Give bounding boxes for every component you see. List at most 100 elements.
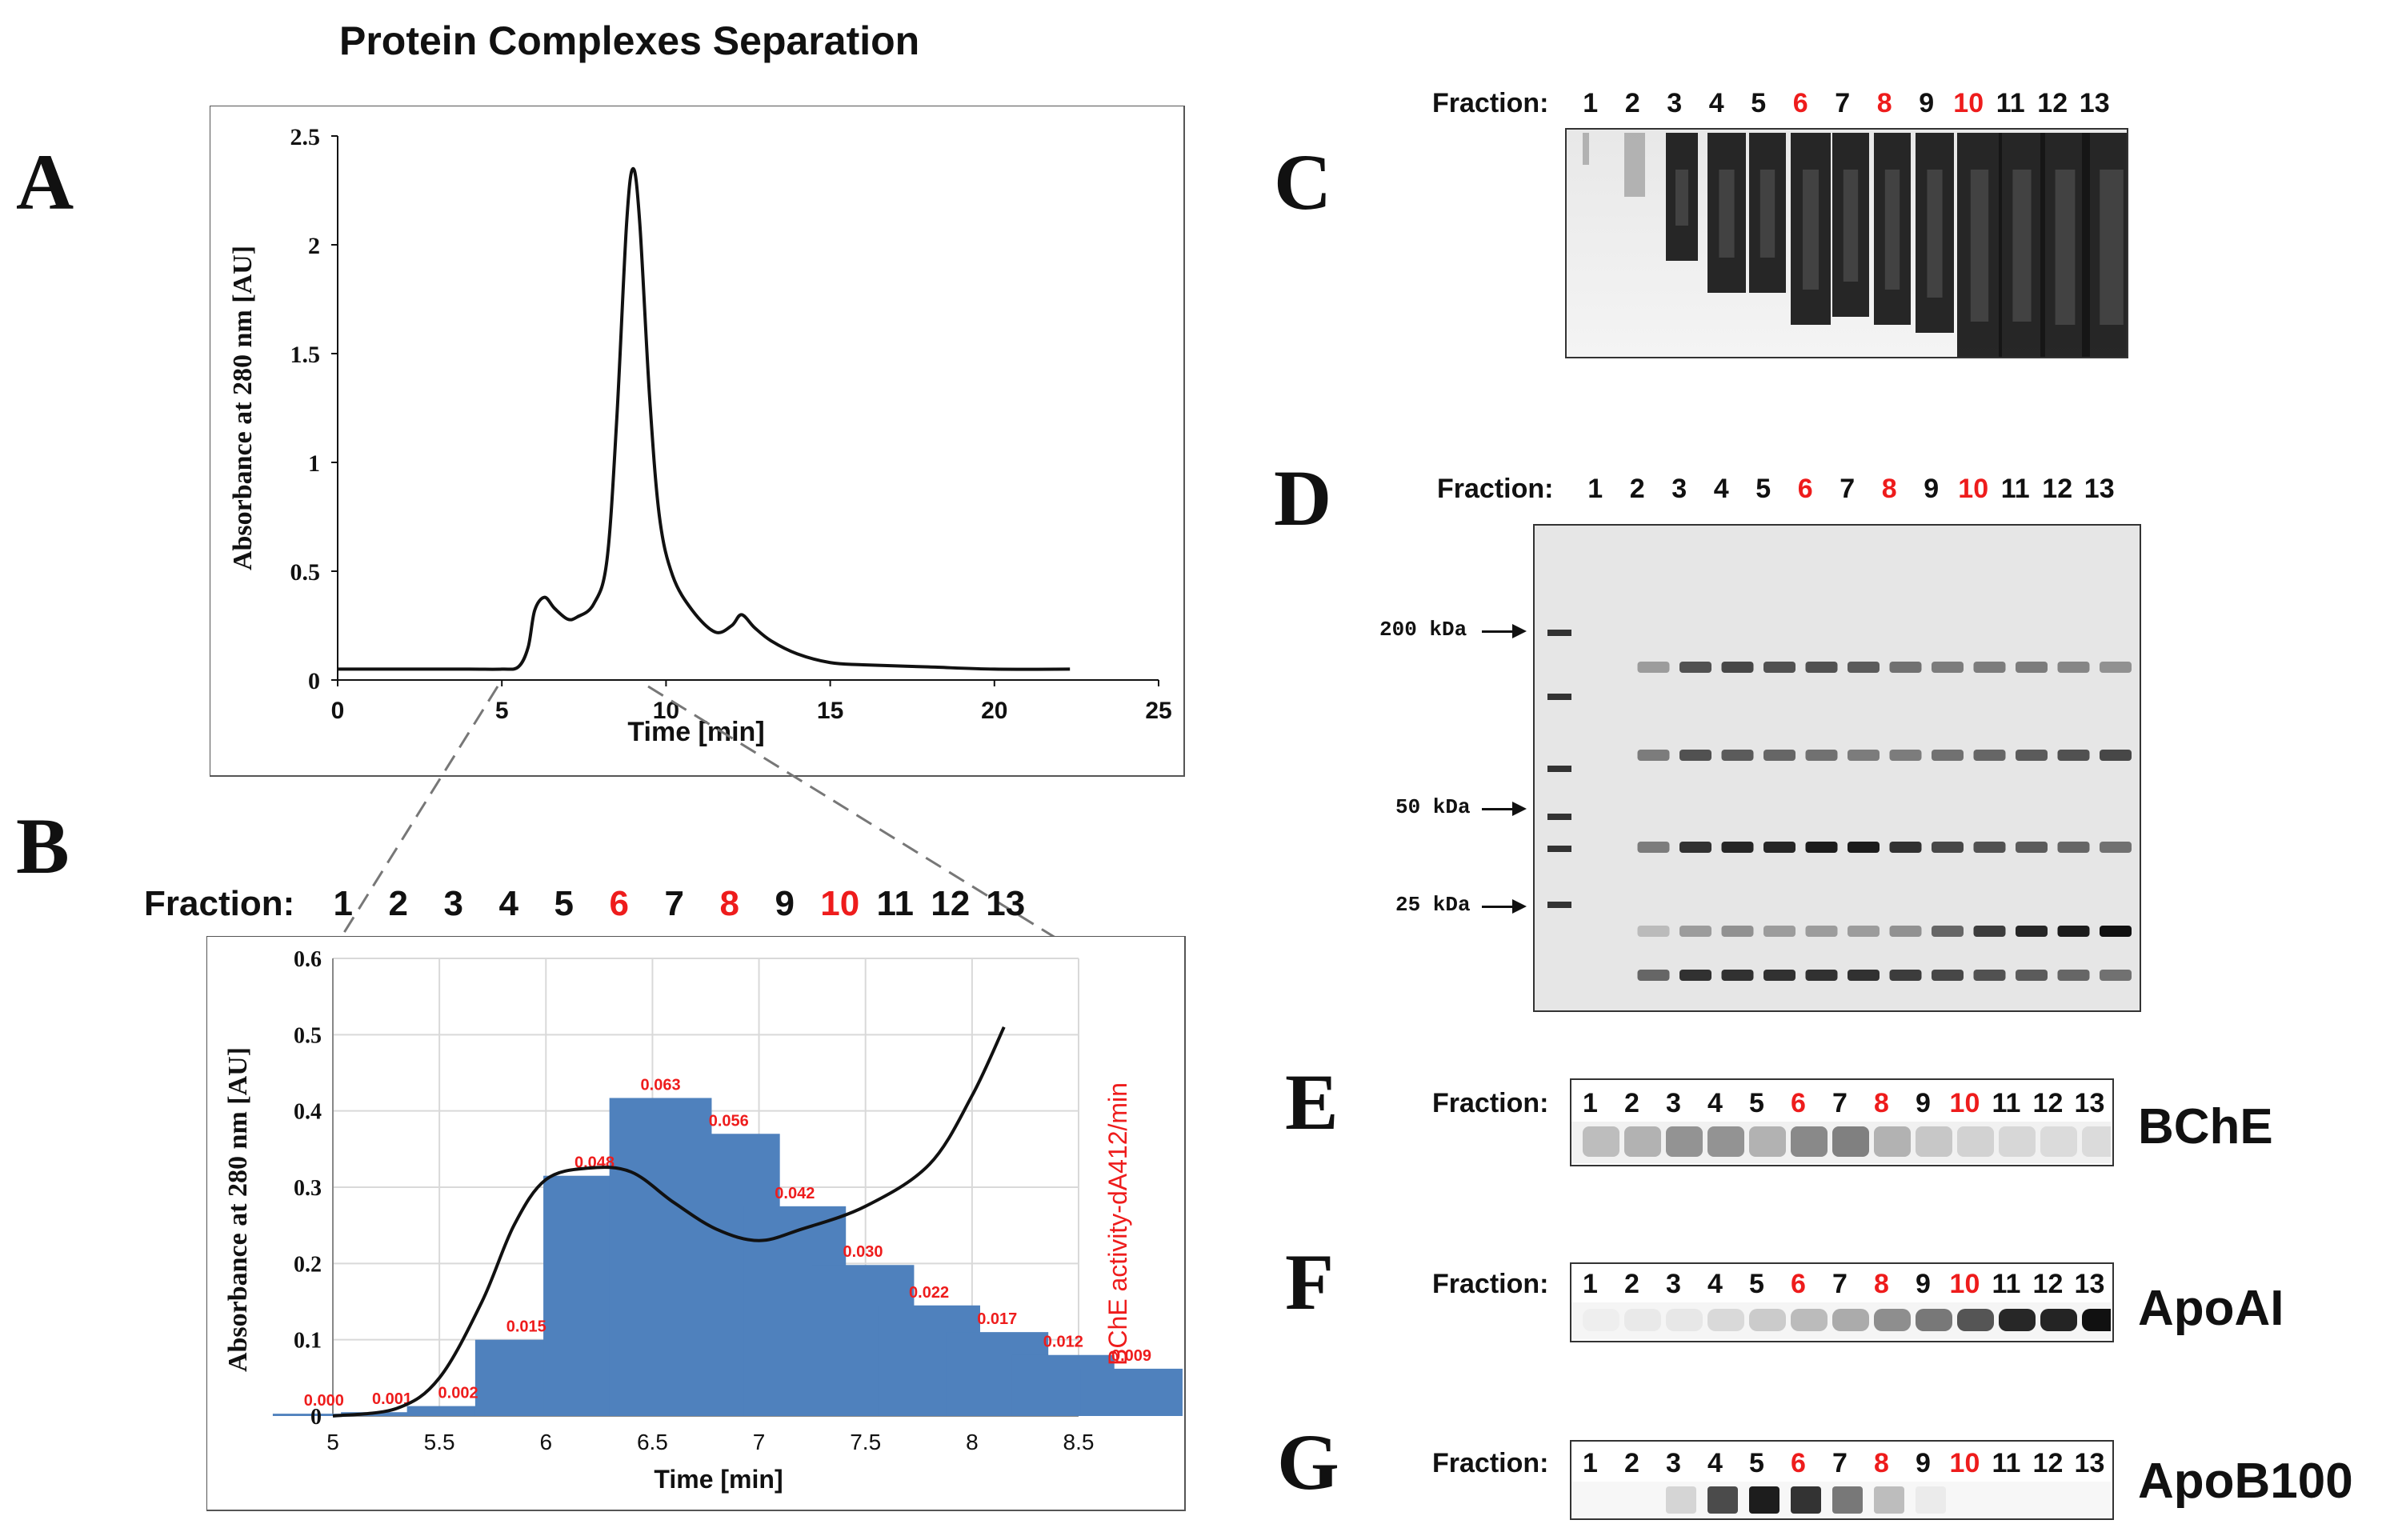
blot-e-band [1624, 1126, 1661, 1157]
chart-b-curve [332, 1026, 1006, 1418]
gel-d-band [2057, 970, 2090, 981]
chart-b-ylabel-right: BChE activity-dA412/min [1103, 1082, 1132, 1366]
chart-a-ytick-label: 1 [308, 450, 320, 477]
gel-d-band [2016, 970, 2048, 981]
chart-b-xtick-label: 7.5 [850, 1430, 881, 1454]
chart-b-bar-label: 0.012 [1043, 1334, 1083, 1351]
gel-d-lanes [1535, 526, 2140, 1010]
c-fraction-5: 5 [1751, 88, 1767, 118]
g-fraction-3: 3 [1665, 1448, 1681, 1478]
blot-e-band [1874, 1126, 1911, 1157]
marker-200kda: 200 kDa [1379, 618, 1467, 642]
gel-c-lane-core [2100, 170, 2124, 325]
gel-d-band [1805, 842, 1838, 853]
protein-label-apoai: ApoAI [2138, 1281, 2284, 1336]
g-fraction-2: 2 [1623, 1448, 1639, 1478]
e-fraction-10: 10 [1949, 1088, 1980, 1118]
e-fraction-13: 13 [2074, 1088, 2105, 1118]
gel-d-band [1889, 842, 1922, 853]
fraction-header-d: Fraction: 1 2 3 4 5 6 7 8 9 10 11 12 13 [1437, 474, 2120, 505]
blot-e-band [1999, 1126, 2036, 1157]
blot-g-band [1916, 1486, 1946, 1514]
gel-d-band [1763, 662, 1796, 673]
chart-b-ytick-label: 0.6 [294, 947, 322, 972]
blot-e-band [2082, 1126, 2119, 1157]
fraction-label-e: Fraction: [1432, 1088, 1549, 1118]
blot-g-lanes [1666, 1486, 1946, 1514]
fraction-label-f: Fraction: [1432, 1269, 1549, 1299]
g-fraction-12: 12 [2032, 1448, 2064, 1478]
g-fraction-11: 11 [1992, 1448, 2021, 1478]
gel-d-band [2016, 842, 2048, 853]
fraction-header-b: Fraction: 1 2 3 4 5 6 7 8 9 10 11 12 13 [144, 884, 1033, 924]
b-fraction-6: 6 [609, 884, 629, 923]
e-fraction-12: 12 [2032, 1088, 2064, 1118]
f-fraction-8: 8 [1873, 1269, 1889, 1299]
gel-c-lane-core [1759, 170, 1775, 258]
gel-d-band [1721, 750, 1754, 761]
e-fraction-6: 6 [1790, 1088, 1806, 1118]
gel-c-lane [1666, 133, 1698, 261]
c-fraction-7: 7 [1835, 88, 1851, 118]
gel-d-band [1637, 662, 1670, 673]
gel-d-band [2100, 750, 2132, 761]
g-fraction-1: 1 [1582, 1448, 1598, 1478]
g-fraction-9: 9 [1915, 1448, 1931, 1478]
d-fraction-2: 2 [1629, 474, 1645, 504]
d-fraction-13: 13 [2084, 474, 2115, 504]
chart-a-xtick-label: 20 [981, 698, 1007, 724]
gel-d-band [1805, 970, 1838, 981]
chart-b-xtick-label: 5.5 [424, 1430, 455, 1454]
chart-b-ytick-label: 0 [310, 1405, 322, 1430]
gel-c-lane-core [1719, 170, 1735, 258]
gel-c-lane-core [1843, 170, 1859, 282]
blot-g-band [1666, 1486, 1696, 1514]
blot-f-band [1583, 1309, 1619, 1331]
gel-d-band [1721, 970, 1754, 981]
chart-b-xtick-label: 8.5 [1063, 1430, 1095, 1454]
fraction-label-g: Fraction: [1432, 1448, 1549, 1478]
b-fraction-9: 9 [775, 884, 795, 923]
d-fraction-12: 12 [2042, 474, 2073, 504]
gel-d-ladder-band [1547, 846, 1571, 852]
chart-a-xtick-label: 25 [1145, 698, 1171, 724]
gel-d-band [1973, 926, 2006, 937]
d-fraction-1: 1 [1587, 474, 1603, 504]
c-fraction-6: 6 [1792, 88, 1808, 118]
marker-25kda: 25 kDa [1395, 893, 1471, 917]
gel-d-band [1848, 970, 1880, 981]
gel-c-lane [1999, 133, 2045, 357]
gel-c-lane [1749, 133, 1786, 293]
blot-e-band [1832, 1126, 1869, 1157]
chart-b-bar-label: 0.015 [506, 1318, 546, 1336]
d-fraction-6: 6 [1797, 474, 1813, 504]
f-fraction-10: 10 [1949, 1269, 1980, 1299]
e-fraction-11: 11 [1992, 1088, 2021, 1118]
f-fraction-4: 4 [1707, 1269, 1723, 1299]
panel-label-b: B [16, 802, 70, 890]
f-fraction-6: 6 [1790, 1269, 1806, 1299]
gel-d [1533, 524, 2141, 1012]
blot-f-band [1666, 1309, 1703, 1331]
gel-c-lane [1916, 133, 1954, 333]
marker-200kda-arrow [1482, 624, 1527, 638]
gel-c-lane [1707, 133, 1746, 293]
gel-d-band [1805, 926, 1838, 937]
chart-b-ytick-label: 0.5 [294, 1023, 322, 1048]
blot-g-band [1874, 1486, 1904, 1514]
blot-f-band [1832, 1309, 1869, 1331]
b-fraction-7: 7 [664, 884, 684, 923]
chart-b-bar-label: 0.030 [843, 1243, 883, 1261]
chart-b-ytick-label: 0.2 [294, 1252, 322, 1277]
f-fraction-1: 1 [1582, 1269, 1598, 1299]
marker-50kda: 50 kDa [1395, 795, 1471, 819]
c-fraction-13: 13 [2079, 88, 2110, 118]
gel-c-lane [1791, 133, 1831, 325]
b-fraction-5: 5 [554, 884, 574, 923]
e-fraction-4: 4 [1707, 1088, 1723, 1118]
c-fraction-1: 1 [1583, 88, 1599, 118]
gel-c-lane-core [1675, 170, 1688, 226]
panel-f-box [1570, 1262, 2114, 1342]
g-fraction-13: 13 [2074, 1448, 2105, 1478]
d-fraction-9: 9 [1924, 474, 1940, 504]
